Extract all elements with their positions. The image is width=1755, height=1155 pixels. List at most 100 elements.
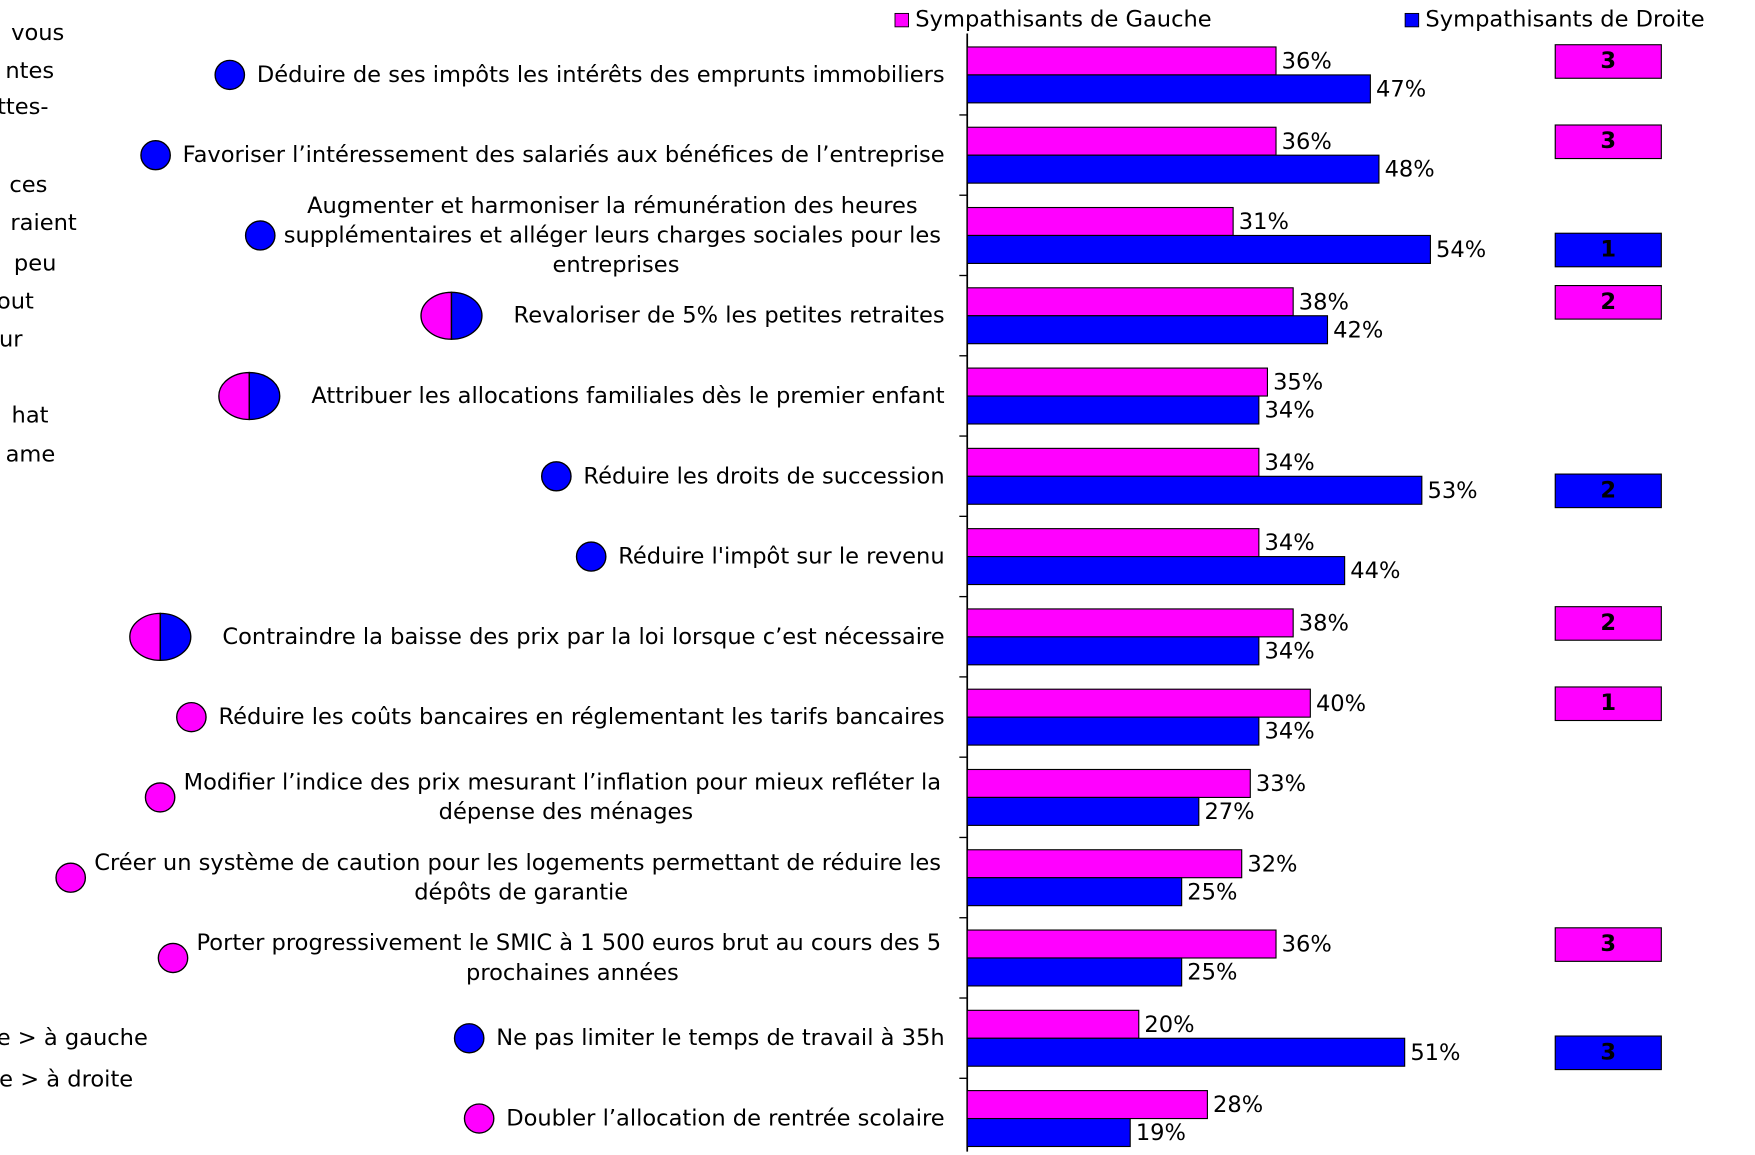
bar: [966, 367, 1269, 397]
value-label: 36%: [1282, 932, 1332, 958]
value-label: 34%: [1265, 719, 1315, 745]
value-label: 53%: [1427, 478, 1477, 504]
preference-marker: [248, 371, 281, 421]
bar: [966, 74, 1371, 104]
value-label: 54%: [1436, 237, 1486, 263]
bar: [966, 315, 1329, 345]
value-label: 34%: [1265, 450, 1315, 476]
value-label: 38%: [1299, 611, 1349, 637]
bar: [966, 1117, 1131, 1148]
category-label: Attribuer les allocations familiales dès…: [311, 383, 944, 409]
bar: [966, 287, 1294, 317]
preference-marker: [463, 1103, 495, 1134]
legend-swatch: [1404, 12, 1420, 28]
preference-marker: [159, 612, 192, 662]
bar: [966, 528, 1260, 558]
value-label: 34%: [1265, 398, 1315, 424]
preference-marker: [144, 782, 176, 813]
value-label: 19%: [1136, 1120, 1186, 1146]
side-text: ntes: [5, 58, 54, 84]
category-label: Revaloriser de 5% les petites retraites: [514, 302, 945, 328]
bar: [966, 636, 1260, 666]
category-label: Réduire l'impôt sur le revenu: [618, 543, 944, 569]
side-text: ttes-: [0, 94, 49, 120]
bar: [966, 395, 1260, 425]
rank-label: 1: [1600, 690, 1616, 716]
rank-label: 3: [1600, 931, 1616, 957]
preference-marker: [55, 862, 87, 893]
rank-box: [1554, 44, 1662, 79]
bar: [966, 556, 1346, 586]
bar: [966, 126, 1277, 156]
bar: [966, 447, 1260, 477]
rank-box: [1554, 285, 1662, 320]
side-text: ur: [0, 326, 23, 352]
bar: [966, 206, 1234, 237]
category-label: Ne pas limiter le temps de travail à 35h: [496, 1025, 944, 1051]
preference-marker: [218, 371, 250, 421]
category-label: Réduire les droits de succession: [583, 463, 944, 489]
preference-marker: [214, 59, 246, 91]
rank-box: [1554, 606, 1662, 641]
rank-box: [1554, 124, 1662, 160]
bar: [966, 929, 1277, 959]
bar: [966, 475, 1423, 505]
value-label: 44%: [1350, 558, 1400, 584]
bar: [966, 849, 1243, 879]
bar: [966, 768, 1251, 798]
category-label: Contraindre la baisse des prix par la lo…: [222, 623, 944, 649]
rank-label: 3: [1600, 48, 1616, 74]
category-label: Doubler l’allocation de rentrée scolaire: [506, 1105, 944, 1131]
rank-box: [1554, 686, 1662, 722]
bar: [966, 877, 1183, 907]
bar: [966, 688, 1311, 718]
category-label: Déduire de ses impôts les intérêts des e…: [257, 61, 945, 87]
side-text: out: [0, 288, 34, 314]
rank-label: 2: [1600, 610, 1616, 636]
value-label: 20%: [1144, 1012, 1194, 1038]
bar: [966, 1037, 1406, 1067]
bar: [966, 716, 1260, 746]
value-label: 42%: [1333, 317, 1383, 343]
category-label: Créer un système de caution pour les log…: [94, 849, 948, 905]
value-label: 33%: [1256, 771, 1306, 797]
preference-marker: [575, 541, 607, 572]
rank-box: [1554, 232, 1662, 268]
preference-marker: [176, 701, 207, 733]
preference-marker: [157, 942, 189, 974]
rank-box: [1554, 927, 1662, 962]
rank-label: 1: [1600, 237, 1616, 263]
value-label: 25%: [1187, 879, 1237, 905]
side-text: ame: [6, 442, 56, 468]
category-label: Réduire les coûts bancaires en réglement…: [218, 704, 944, 730]
legend-swatch: [894, 12, 909, 28]
side-text: raient: [10, 210, 77, 236]
rank-label: 2: [1600, 289, 1616, 315]
preference-marker: [540, 461, 572, 492]
value-label: 32%: [1247, 851, 1297, 877]
rank-label: 3: [1600, 1039, 1616, 1065]
side-text: peu: [14, 250, 57, 276]
side-text: vous: [11, 20, 64, 46]
category-label: Modifier l’indice des prix mesurant l’in…: [184, 769, 949, 825]
footnote: ue > à droite: [0, 1067, 133, 1093]
preference-marker: [450, 291, 483, 340]
value-label: 34%: [1265, 530, 1315, 556]
value-label: 35%: [1273, 370, 1323, 396]
rank-box: [1554, 1035, 1662, 1071]
preference-marker: [453, 1023, 485, 1054]
rank-label: 2: [1600, 477, 1616, 503]
side-text: ces: [9, 172, 47, 198]
bar: [966, 1090, 1208, 1120]
rank-label: 3: [1600, 128, 1616, 154]
preference-marker: [129, 612, 161, 662]
value-label: 27%: [1204, 799, 1254, 825]
value-label: 34%: [1265, 639, 1315, 665]
category-label: Augmenter et harmoniser la rémunération …: [284, 192, 948, 277]
preference-marker: [420, 291, 453, 340]
category-label: Porter progressivement le SMIC à 1 500 e…: [197, 930, 949, 986]
preference-marker: [244, 220, 276, 251]
preference-marker: [140, 139, 171, 171]
value-label: 38%: [1299, 289, 1349, 315]
